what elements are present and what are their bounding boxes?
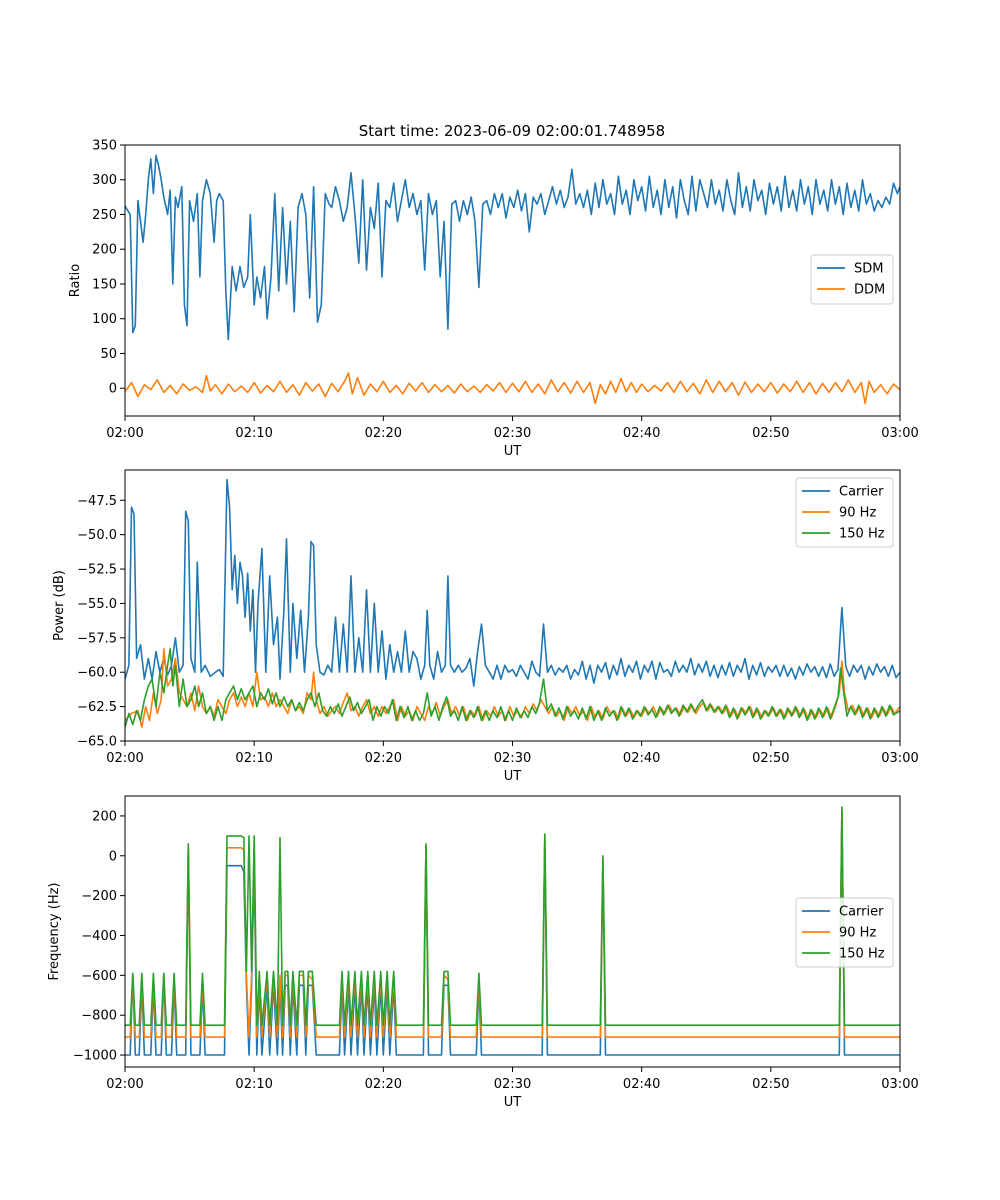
x-tick-label: 02:10 bbox=[235, 426, 272, 441]
x-tick-label: 02:30 bbox=[494, 751, 531, 766]
legend-label: Carrier bbox=[839, 905, 884, 920]
y-tick-label: −1000 bbox=[73, 1049, 117, 1064]
x-tick-label: 02:00 bbox=[106, 426, 143, 441]
x-tick-label: 02:40 bbox=[623, 426, 660, 441]
y-axis-label: Ratio bbox=[68, 264, 83, 297]
legend-label: 150 Hz bbox=[839, 527, 885, 542]
y-tick-label: 0 bbox=[109, 382, 117, 397]
y-tick-label: −400 bbox=[81, 929, 117, 944]
series-line-150-hz bbox=[125, 648, 900, 728]
x-tick-label: 02:20 bbox=[365, 426, 402, 441]
y-tick-label: 50 bbox=[100, 347, 117, 362]
y-tick-label: −65.0 bbox=[77, 735, 117, 750]
x-tick-label: 03:00 bbox=[881, 1077, 918, 1092]
x-axis-label: UT bbox=[504, 769, 522, 784]
subplot-2: 02:00 02:10 02:20 02:30 02:40 02:50 03:00 −65.0… bbox=[52, 469, 919, 784]
series-line-carrier bbox=[125, 478, 900, 687]
x-tick-label: 02:00 bbox=[106, 1077, 143, 1092]
legend-label: 90 Hz bbox=[839, 506, 876, 521]
y-tick-label: 200 bbox=[92, 809, 117, 824]
y-tick-label: 200 bbox=[92, 243, 117, 258]
legend-label: DDM bbox=[854, 283, 885, 298]
y-tick-label: −57.5 bbox=[77, 631, 117, 646]
y-tick-label: 300 bbox=[92, 173, 117, 188]
x-tick-label: 02:50 bbox=[752, 426, 789, 441]
y-tick-label: 0 bbox=[109, 849, 117, 864]
legend: SDM DDM bbox=[810, 254, 894, 305]
subplot-3: 02:00 02:10 02:20 02:30 02:40 02:50 03:00 −1000… bbox=[47, 795, 919, 1110]
y-tick-label: 350 bbox=[92, 139, 117, 154]
legend-label: SDM bbox=[854, 262, 883, 277]
series-line-ddm bbox=[125, 372, 900, 405]
y-axis-label: Power (dB) bbox=[52, 570, 67, 641]
plots-container: 02:00 02:10 02:20 02:30 02:40 02:50 03:00 0 50 10… bbox=[47, 139, 919, 1111]
y-tick-label: −52.5 bbox=[77, 563, 117, 578]
y-tick-label: −62.5 bbox=[77, 700, 117, 715]
figure-title: Start time: 2023-06-09 02:00:01.748958 bbox=[359, 122, 665, 140]
x-tick-label: 02:20 bbox=[365, 751, 402, 766]
x-tick-label: 03:00 bbox=[881, 426, 918, 441]
series-line-sdm bbox=[125, 154, 900, 341]
y-tick-label: 250 bbox=[92, 208, 117, 223]
y-tick-label: −800 bbox=[81, 1009, 117, 1024]
x-tick-label: 02:50 bbox=[752, 751, 789, 766]
x-axis-label: UT bbox=[504, 1095, 522, 1110]
x-tick-label: 02:10 bbox=[235, 751, 272, 766]
x-tick-label: 02:00 bbox=[106, 751, 143, 766]
legend-label: 150 Hz bbox=[839, 947, 885, 962]
x-tick-label: 02:40 bbox=[623, 751, 660, 766]
x-tick-label: 02:20 bbox=[365, 1077, 402, 1092]
x-tick-label: 02:30 bbox=[494, 426, 531, 441]
legend-box bbox=[795, 477, 894, 548]
series-line-150-hz bbox=[125, 806, 900, 1026]
x-tick-label: 02:50 bbox=[752, 1077, 789, 1092]
x-axis-label: UT bbox=[504, 444, 522, 459]
x-tick-label: 02:10 bbox=[235, 1077, 272, 1092]
x-tick-label: 02:30 bbox=[494, 1077, 531, 1092]
y-tick-label: −60.0 bbox=[77, 666, 117, 681]
legend-label: 90 Hz bbox=[839, 926, 876, 941]
legend-label: Carrier bbox=[839, 485, 884, 500]
y-tick-label: 100 bbox=[92, 312, 117, 327]
y-tick-label: −55.0 bbox=[77, 597, 117, 612]
subplot-1: 02:00 02:10 02:20 02:30 02:40 02:50 03:00 0 50 10… bbox=[68, 139, 919, 460]
legend-box bbox=[795, 897, 894, 968]
x-tick-label: 03:00 bbox=[881, 751, 918, 766]
y-tick-label: −47.5 bbox=[77, 494, 117, 509]
y-axis-label: Frequency (Hz) bbox=[47, 882, 62, 980]
legend: Carrier 90 Hz 150 Hz bbox=[795, 897, 894, 968]
y-tick-label: −200 bbox=[81, 889, 117, 904]
legend: Carrier 90 Hz 150 Hz bbox=[795, 477, 894, 548]
y-tick-label: −50.0 bbox=[77, 528, 117, 543]
y-tick-label: 150 bbox=[92, 277, 117, 292]
y-tick-label: −600 bbox=[81, 969, 117, 984]
x-tick-label: 02:40 bbox=[623, 1077, 660, 1092]
